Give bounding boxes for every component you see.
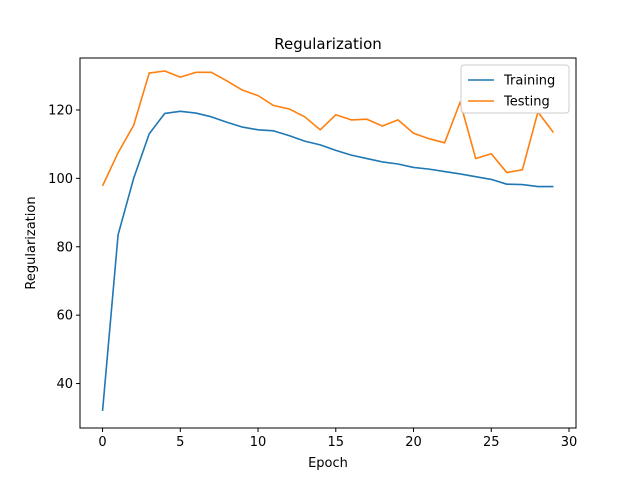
y-axis-label: Regularization [24,196,39,289]
x-axis: 0 5 10 15 20 25 30 [98,428,577,450]
axes-frame [79,57,577,429]
y-tick-label: 120 [48,103,73,118]
x-tick-label: 5 [176,435,184,450]
legend-label: Testing [503,95,550,110]
x-axis-label: Epoch [308,456,348,471]
series-line-testing [101,70,555,187]
y-tick-label: 40 [56,377,73,392]
x-tick-label: 10 [250,435,267,450]
series-line-training [101,110,554,411]
y-tick-label: 100 [48,172,73,187]
x-tick-label: 15 [328,435,345,450]
y-tick-label: 60 [56,309,73,324]
legend: Training Testing [460,64,570,114]
chart-title: Regularization [274,35,382,53]
y-tick-label: 80 [56,240,73,255]
x-tick-label: 20 [405,435,422,450]
x-tick-label: 0 [98,435,106,450]
legend-label: Training [503,74,555,89]
x-tick-label: 30 [561,435,578,450]
y-axis: 40 60 80 100 120 [48,103,80,392]
plot-area [101,70,555,411]
x-tick-label: 25 [483,435,500,450]
